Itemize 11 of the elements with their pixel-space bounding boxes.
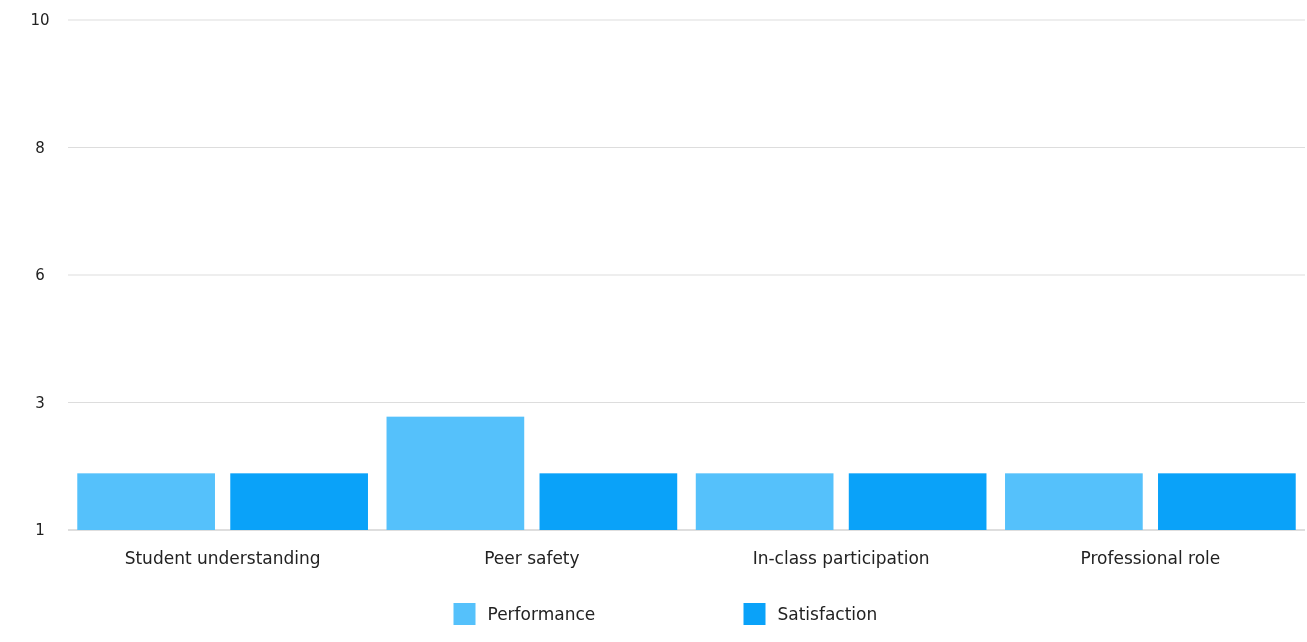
legend-label: Performance — [487, 603, 596, 624]
x-tick-label: Professional role — [1080, 548, 1221, 568]
x-tick-label: Peer safety — [484, 548, 580, 568]
y-tick-label: 1 — [35, 521, 45, 540]
x-tick-label: Student understanding — [124, 548, 321, 568]
y-tick-label: 6 — [35, 266, 45, 285]
legend-label: Satisfaction — [777, 603, 878, 624]
y-tick-label: 8 — [35, 138, 45, 157]
y-tick-label: 10 — [30, 11, 50, 30]
y-tick-label: 3 — [35, 393, 45, 412]
x-tick-label: In-class participation — [752, 548, 930, 568]
